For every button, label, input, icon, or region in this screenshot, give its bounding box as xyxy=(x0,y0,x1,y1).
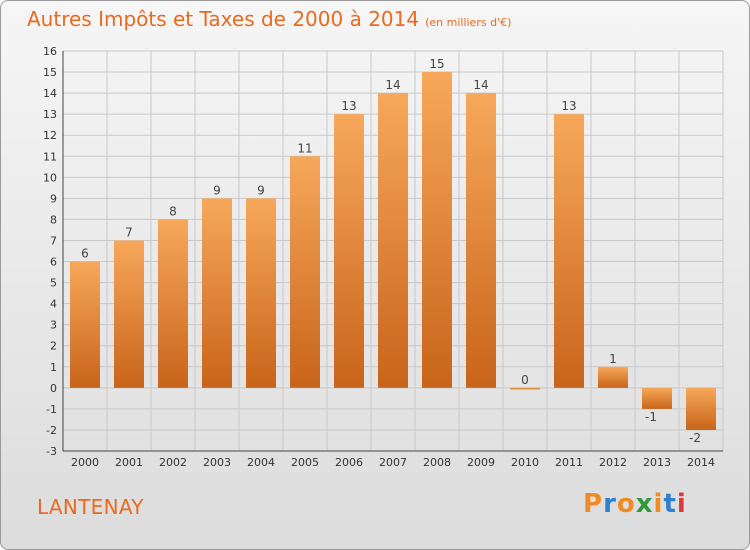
data-label-2010: 0 xyxy=(521,373,529,387)
x-tick-label: 2001 xyxy=(115,456,143,469)
y-tick-label: 11 xyxy=(43,150,57,163)
bar-2007 xyxy=(378,93,408,388)
data-label-2013: -1 xyxy=(645,410,657,424)
data-label-2012: 1 xyxy=(609,352,617,366)
bar-2008 xyxy=(422,72,452,388)
logo-letter: r xyxy=(603,489,617,519)
x-tick-label: 2013 xyxy=(643,456,671,469)
commune-name: LANTENAY xyxy=(37,495,144,519)
y-tick-label: 12 xyxy=(43,129,57,142)
y-tick-label: -2 xyxy=(46,424,57,437)
x-tick-label: 2011 xyxy=(555,456,583,469)
y-tick-label: 5 xyxy=(50,277,57,290)
chart-title: Autres Impôts et Taxes de 2000 à 2014 (en… xyxy=(27,7,511,31)
bar-2002 xyxy=(158,219,188,388)
data-label-2003: 9 xyxy=(213,183,221,197)
y-tick-label: 2 xyxy=(50,340,57,353)
bar-2003 xyxy=(202,198,232,388)
chart-title-text: Autres Impôts et Taxes de 2000 à 2014 xyxy=(27,7,420,31)
x-tick-label: 2000 xyxy=(71,456,99,469)
bar-2013 xyxy=(642,387,672,409)
logo-letter: i xyxy=(676,489,687,519)
data-label-2014: -2 xyxy=(689,431,701,445)
data-label-2008: 15 xyxy=(429,57,444,71)
bar-2012 xyxy=(598,366,628,388)
bar-2006 xyxy=(334,114,364,388)
x-tick-label: 2006 xyxy=(335,456,363,469)
logo-letter: t xyxy=(663,489,677,519)
y-tick-label: 7 xyxy=(50,234,57,247)
logo-letter: o xyxy=(616,489,636,519)
y-tick-label: 1 xyxy=(50,361,57,374)
y-tick-label: 16 xyxy=(43,45,57,58)
x-tick-label: 2009 xyxy=(467,456,495,469)
bar-2011 xyxy=(554,114,584,388)
chart-subtitle: (en milliers d'€) xyxy=(425,16,512,29)
y-tick-label: 6 xyxy=(50,256,57,269)
x-tick-label: 2007 xyxy=(379,456,407,469)
y-tick-label: 10 xyxy=(43,171,57,184)
data-label-2002: 8 xyxy=(169,204,177,218)
y-tick-label: -1 xyxy=(46,403,57,416)
x-tick-label: 2012 xyxy=(599,456,627,469)
y-tick-label: 9 xyxy=(50,192,57,205)
data-label-2007: 14 xyxy=(385,78,400,92)
bar-2001 xyxy=(114,240,144,388)
y-tick-label: 8 xyxy=(50,213,57,226)
data-label-2004: 9 xyxy=(257,183,265,197)
y-tick-label: 4 xyxy=(50,298,57,311)
x-tick-label: 2004 xyxy=(247,456,275,469)
x-tick-label: 2002 xyxy=(159,456,187,469)
bar-2010 xyxy=(510,387,540,390)
data-label-2011: 13 xyxy=(561,99,576,113)
x-tick-label: 2010 xyxy=(511,456,539,469)
bar-2005 xyxy=(290,156,320,388)
logo-letter: P xyxy=(583,489,604,519)
y-tick-label: 3 xyxy=(50,319,57,332)
data-label-2001: 7 xyxy=(125,225,133,239)
logo-letter: x xyxy=(635,489,654,519)
data-label-2005: 11 xyxy=(297,141,312,155)
y-tick-label: 13 xyxy=(43,108,57,121)
data-label-2000: 6 xyxy=(81,247,89,261)
x-tick-label: 2014 xyxy=(687,456,715,469)
bar-2000 xyxy=(70,261,100,388)
bar-layer: 6 7 8 9 9 11 13 14 15 14 0 13 1 -1 -2 xyxy=(70,57,716,445)
y-tick-label: -3 xyxy=(46,445,57,458)
x-tick-label: 2005 xyxy=(291,456,319,469)
logo-letter: i xyxy=(653,489,664,519)
proxiti-logo: Proxiti xyxy=(583,489,687,519)
bar-2004 xyxy=(246,198,276,388)
y-tick-label: 0 xyxy=(50,382,57,395)
y-tick-label: 14 xyxy=(43,87,57,100)
x-tick-label: 2003 xyxy=(203,456,231,469)
bar-2014 xyxy=(686,387,716,430)
data-label-2006: 13 xyxy=(341,99,356,113)
data-label-2009: 14 xyxy=(473,78,488,92)
x-tick-label: 2008 xyxy=(423,456,451,469)
y-tick-label: 15 xyxy=(43,66,57,79)
bar-2009 xyxy=(466,93,496,388)
